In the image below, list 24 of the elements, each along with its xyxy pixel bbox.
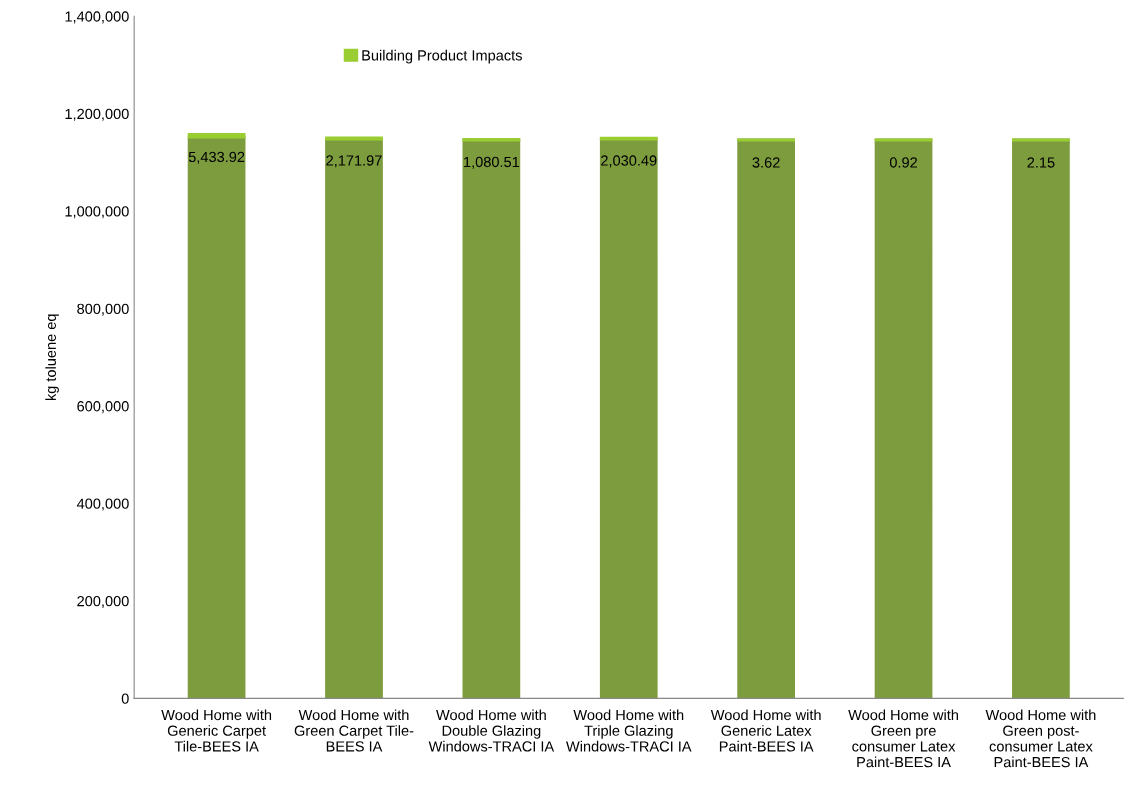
- y-tick-label: 400,000: [76, 498, 129, 511]
- y-tick-label: 600,000: [77, 401, 129, 414]
- data-label: 5,433.92: [188, 151, 245, 164]
- x-tick-label: Wood Home with Green post- consumer Latex Paint-BEES IA: [985, 709, 1096, 768]
- y-tick-label: 1,200,000: [65, 108, 129, 121]
- y-tick-label: 1,400,000: [65, 11, 129, 24]
- data-label: 1,080.51: [464, 156, 520, 169]
- x-tick-label: Wood Home with Double Glazing Windows-TRACI IA: [428, 709, 555, 752]
- data-label: 3.62: [752, 157, 780, 168]
- data-label: 2,171.97: [326, 155, 382, 168]
- x-tick-label: Wood Home with Triple Glazing Windows-TRACI IA: [566, 709, 692, 752]
- x-tick-label: Wood Home with Generic Carpet Tile-BEES IA: [161, 709, 272, 752]
- y-tick-label: 200,000: [77, 595, 129, 609]
- y-tick-label: 800,000: [77, 303, 129, 316]
- x-tick-label: Wood Home with Green pre consumer Latex Paint-BEES IA: [848, 709, 958, 768]
- legend-label: Building Product Impacts: [362, 49, 522, 64]
- data-label: 2.15: [1027, 157, 1055, 168]
- x-tick-label: Wood Home with Green Carpet Tile- BEES IA: [294, 709, 414, 752]
- data-label: 2,030.49: [601, 155, 657, 168]
- data-label: 0.92: [889, 157, 917, 168]
- y-axis-title: kg toluene eq: [45, 314, 59, 401]
- y-tick-label: 1,000,000: [65, 206, 129, 219]
- x-tick-label: Wood Home with Generic Latex Paint-BEES IA: [710, 709, 821, 752]
- y-tick-label: 0: [121, 693, 129, 704]
